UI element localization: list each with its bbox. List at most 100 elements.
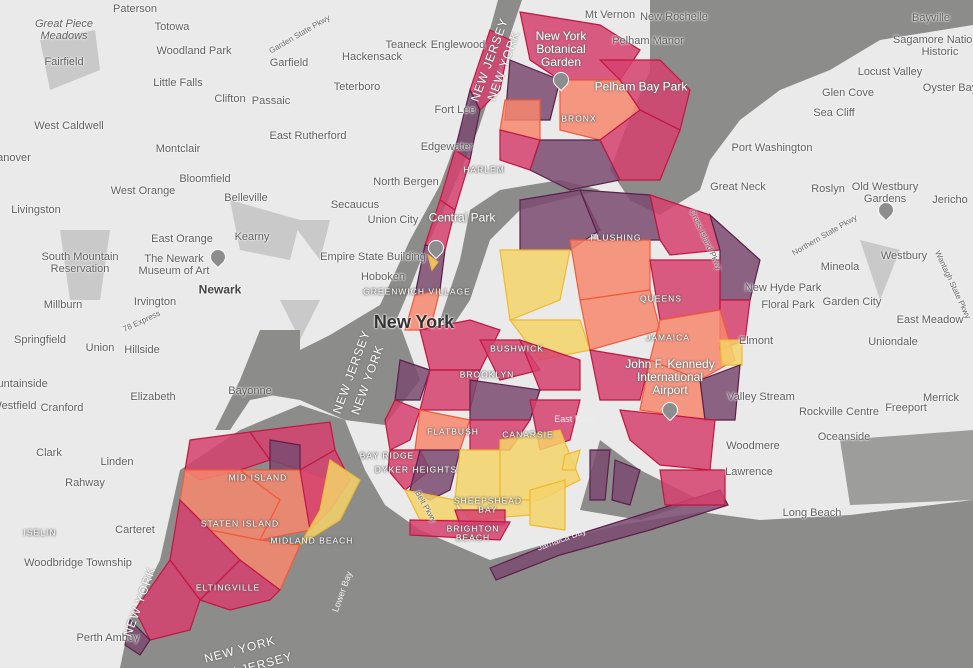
map-label: New York — [373, 312, 455, 333]
district-yellow[interactable] — [561, 449, 581, 471]
map-label: Jamaica — [646, 332, 690, 343]
district-yellow[interactable] — [426, 253, 439, 272]
map-label: Old Westbury Gardens — [851, 180, 919, 205]
map-label: Central Park — [428, 210, 496, 225]
map-label: Kearny — [234, 230, 270, 243]
district-yellow[interactable] — [299, 459, 361, 546]
district-magenta[interactable] — [469, 29, 511, 112]
district-yellow[interactable] — [499, 249, 571, 321]
district-magenta[interactable] — [409, 519, 512, 541]
district-magenta[interactable] — [384, 399, 421, 451]
district-dark-purple[interactable] — [269, 439, 301, 471]
map-label: Lawrence — [725, 465, 773, 478]
district-dark-purple[interactable] — [409, 449, 461, 501]
map-label: Merrick — [922, 391, 960, 404]
district-salmon[interactable] — [649, 309, 736, 381]
map-label: Mineola — [820, 260, 860, 273]
map-label: Sea Cliff — [813, 106, 855, 119]
park-area — [40, 30, 100, 90]
map-label: Union City — [367, 213, 419, 226]
map-label: Livingston — [11, 203, 61, 216]
park-area — [60, 230, 110, 300]
map-label: Iselin — [23, 527, 57, 538]
park-area — [280, 300, 320, 340]
map-label: Rockville Centre — [798, 405, 880, 418]
map-label: Little Falls — [153, 76, 203, 89]
district-dark-purple[interactable] — [124, 618, 151, 656]
map-label: Fort Lee — [434, 103, 476, 116]
map-label: Garden City — [822, 295, 882, 308]
district-magenta[interactable] — [649, 194, 721, 256]
district-magenta[interactable] — [649, 259, 721, 321]
map-label: Floral Park — [761, 298, 815, 311]
map-label: Clifton — [214, 92, 246, 105]
map-label: Canarsie — [502, 429, 554, 440]
map-label: Bronx — [561, 113, 597, 124]
map-label: Totowa — [154, 20, 190, 33]
map-label: Roslyn — [811, 182, 845, 195]
district-yellow[interactable] — [529, 479, 566, 531]
district-magenta[interactable] — [134, 558, 201, 641]
map-label: Bayonne — [228, 384, 272, 397]
map-label: Hoboken — [360, 270, 406, 283]
map-label: Springfield — [14, 333, 66, 346]
map-label: Montclair — [155, 142, 201, 155]
district-yellow[interactable] — [719, 339, 743, 366]
map-label: The Newark Museum of Art — [138, 252, 210, 277]
map-label: Freeport — [885, 401, 927, 414]
district-magenta[interactable] — [599, 109, 681, 181]
map-label: Brooklyn — [459, 369, 515, 380]
newark-bay — [215, 330, 300, 430]
map-label: Woodmere — [726, 439, 780, 452]
map-label: New York Botanical Garden — [535, 29, 587, 70]
map-label: Newark — [198, 282, 242, 297]
map-label: Locust Valley — [857, 65, 923, 78]
map-label: East Orange — [151, 232, 213, 245]
map-label: Hackensack — [342, 50, 402, 63]
district-salmon[interactable] — [569, 239, 651, 301]
district-magenta[interactable] — [619, 409, 716, 471]
map-label: Mt Vernon — [584, 8, 636, 21]
map-label: Queens — [640, 293, 682, 304]
map-label: Long Beach — [782, 506, 842, 519]
map-label: Bay Ridge — [359, 450, 415, 461]
map-label: East Meadow — [896, 313, 964, 326]
map-label: South Mountain Reservation — [41, 250, 119, 275]
map-label: Mountainside — [0, 377, 48, 390]
map-label: Brighton Beach — [446, 523, 500, 543]
district-magenta[interactable] — [518, 339, 581, 391]
district-dark-purple[interactable] — [699, 364, 741, 421]
district-yellow[interactable] — [454, 449, 501, 501]
hudson-river — [330, 0, 522, 340]
map-label: New Hyde Park — [744, 281, 822, 294]
district-magenta[interactable] — [499, 129, 541, 171]
map-label: Pelham Manor — [612, 34, 684, 47]
district-magenta[interactable] — [198, 559, 281, 611]
map-label: Woodland Park — [156, 44, 232, 57]
district-dark-purple[interactable] — [489, 489, 729, 581]
district-dark-purple[interactable] — [394, 359, 431, 401]
map-label: Westfield — [0, 399, 37, 412]
map-label: Harlem — [463, 164, 505, 175]
map-label: Cranford — [40, 401, 84, 414]
map-label: Union — [85, 341, 115, 354]
district-magenta[interactable] — [659, 469, 726, 506]
map-label: Great Neck — [710, 180, 766, 193]
map-label: Hillside — [124, 343, 160, 356]
park-area — [860, 240, 900, 300]
map-label: North Bergen — [373, 175, 439, 188]
map-label: Hanover — [0, 151, 31, 164]
map-label: Port Washington — [731, 141, 813, 154]
district-dark-purple[interactable] — [589, 449, 611, 501]
east-river — [440, 180, 600, 330]
map-label: Garfield — [269, 56, 309, 69]
district-magenta[interactable] — [589, 349, 651, 401]
map-label: Westbury — [880, 249, 928, 262]
upper-bay — [270, 325, 420, 425]
map-label: Oyster Bay — [922, 81, 973, 94]
park-area — [230, 200, 300, 260]
map-label: Woodbridge Township — [24, 556, 132, 569]
district-dark-purple[interactable] — [611, 459, 641, 506]
